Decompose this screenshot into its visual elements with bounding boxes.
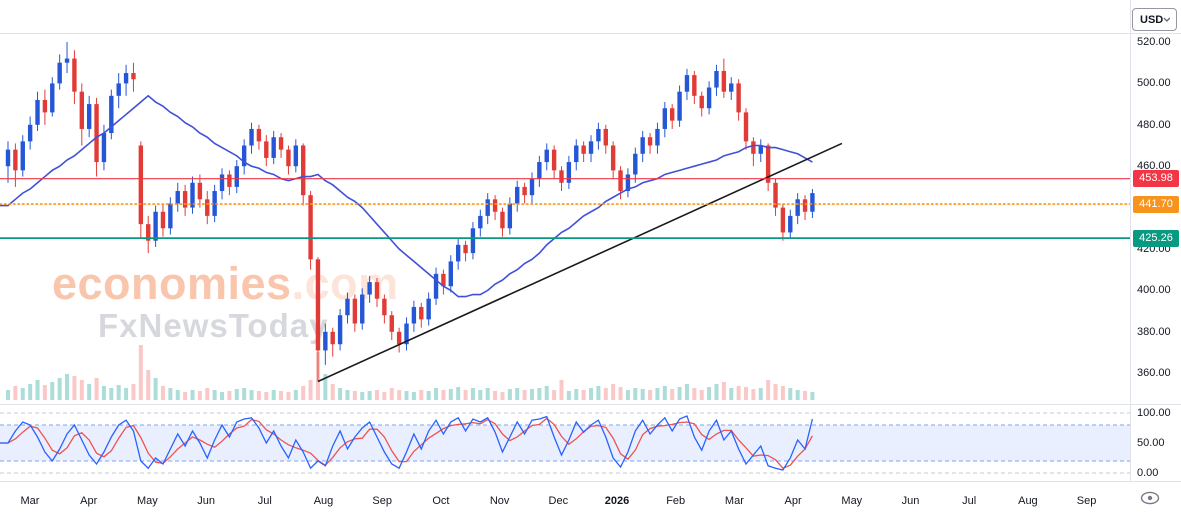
time-axis-label: May xyxy=(137,495,158,507)
chevron-down-icon xyxy=(1163,17,1171,22)
price-axis-label: 360.00 xyxy=(1137,367,1171,380)
time-axis-label: Aug xyxy=(313,495,334,507)
time-axis-label: Oct xyxy=(432,495,450,507)
moving-average-line xyxy=(0,94,813,298)
eye-icon[interactable] xyxy=(1138,490,1162,509)
price-axis-label: 380.00 xyxy=(1137,325,1171,338)
price-axis-label: 460.00 xyxy=(1137,160,1171,173)
time-axis-label: Jul xyxy=(257,495,272,507)
time-axis-label: Mar xyxy=(724,495,744,507)
time-axis: Mar Apr May Jun Jul Aug Sep Oct Nov Dec 2026 Feb Mar… xyxy=(0,487,1131,519)
stochastic-k-line xyxy=(0,415,814,471)
time-axis-label: May xyxy=(841,495,863,507)
time-axis-label: 2026 xyxy=(604,495,630,507)
volume-bars xyxy=(6,345,815,400)
time-axis-label: Nov xyxy=(489,495,510,507)
price-axis-label: 500.00 xyxy=(1137,77,1171,90)
time-axis-label: Apr xyxy=(80,495,98,507)
oscillator-axis-label: 0.00 xyxy=(1137,467,1159,479)
candles xyxy=(5,42,815,382)
time-axis-label: Sep xyxy=(372,495,392,507)
watermark-economies-text: economies xyxy=(52,258,292,309)
time-axis-label: Feb xyxy=(666,495,686,507)
trendline[interactable] xyxy=(317,142,843,383)
price-level-badge: 425.26 xyxy=(1133,229,1179,247)
price-axis-label: 400.00 xyxy=(1137,284,1171,297)
oscillator-band xyxy=(0,425,1130,461)
watermark-fxnewstoday: FxNewsToday xyxy=(98,307,329,345)
price-axis-label: 520.00 xyxy=(1137,36,1171,48)
oscillator-axis-label: 50.00 xyxy=(1137,437,1165,449)
price-axis-label: 480.00 xyxy=(1137,118,1171,131)
time-axis-label: Apr xyxy=(784,495,802,507)
watermark-com-text: .com xyxy=(291,258,399,309)
time-axis-label: Jun xyxy=(197,495,215,507)
time-axis-label: Sep xyxy=(1076,495,1097,507)
currency-label: USD xyxy=(1140,13,1164,26)
watermark: economies.com FxNewsToday xyxy=(52,260,399,344)
time-axis-label: Aug xyxy=(1018,495,1038,507)
watermark-economies: economies.com xyxy=(52,260,399,307)
time-axis-label: Dec xyxy=(548,495,569,507)
time-axis-label: Jul xyxy=(962,495,977,507)
currency-selector[interactable]: USD xyxy=(1132,8,1177,31)
oscillator-axis-label: 100.00 xyxy=(1137,407,1171,419)
price-axis: 453.98 441.70 425.26 520.00 500.00 480.00 4… xyxy=(1131,0,1181,519)
price-level-badge: 441.70 xyxy=(1133,195,1179,213)
time-axis-label: Jun xyxy=(901,495,920,507)
price-level-badge: 453.98 xyxy=(1133,170,1179,188)
time-axis-label: Mar xyxy=(20,495,40,507)
